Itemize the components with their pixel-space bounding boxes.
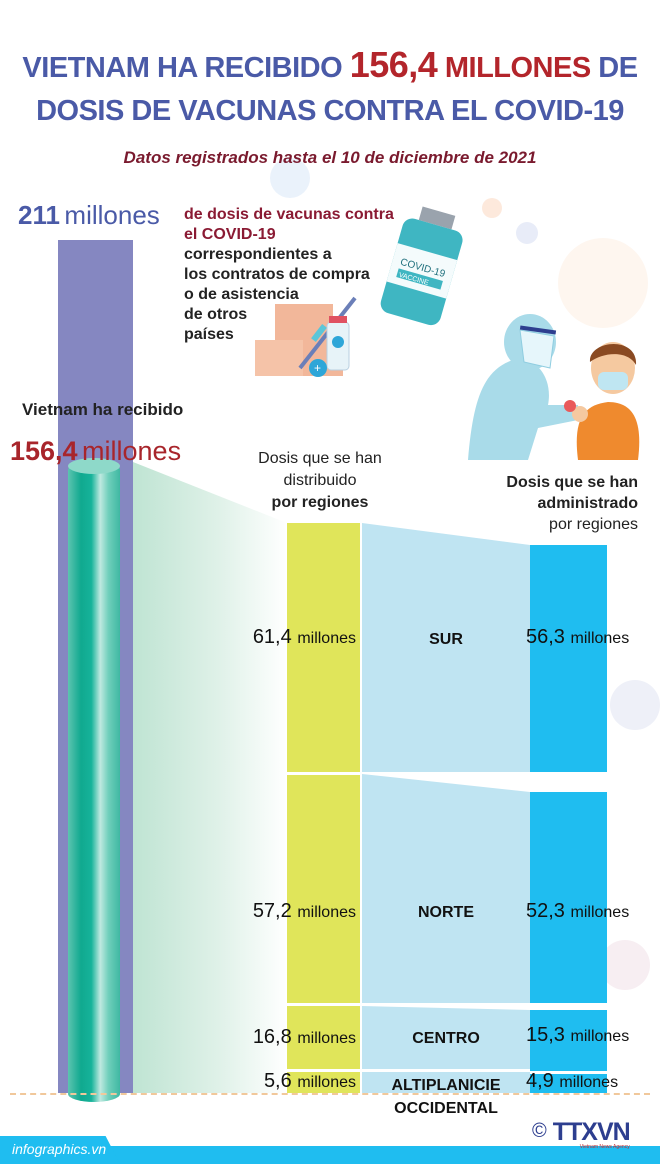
region-label-centro: CENTRO [412, 1030, 480, 1047]
value-unit: millones [570, 630, 630, 647]
description-line: de otros [184, 306, 248, 323]
administered-value-altiplanicie: 4,9 millones [526, 1070, 618, 1093]
administered-header: Dosis que se han administrado por region… [470, 472, 638, 535]
administered-value-centro: 15,3 millones [526, 1024, 629, 1047]
distributed-header-line2: distribuido [283, 472, 357, 489]
distributed-value-sur: 61,4 millones [253, 626, 356, 649]
decorative-dot [600, 940, 650, 990]
boxes-syringe-vial-illustration: + [255, 296, 357, 377]
value-number: 52,3 [526, 900, 565, 922]
received-to-distributed-funnel [133, 462, 287, 1093]
total-unit: millones [64, 200, 160, 230]
footer-band [0, 1146, 660, 1164]
description-line: los contratos de compra [184, 266, 370, 283]
received-number: 156,4 [10, 436, 78, 466]
received-unit: millones [82, 436, 182, 466]
decorative-dot [610, 680, 660, 730]
administered-header-line1: Dosis que se han [506, 474, 638, 491]
region-label-norte: NORTE [418, 904, 474, 921]
region-label-line2: OCCIDENTAL [394, 1100, 498, 1117]
description-line: países [184, 326, 234, 343]
value-number: 57,2 [252, 900, 292, 922]
distributed-value-centro: 16,8 millones [253, 1026, 356, 1049]
received-label: Vietnam ha recibido [22, 400, 184, 419]
svg-text:+: + [314, 361, 321, 375]
administered-bar-sur [530, 545, 607, 772]
copyright-icon: © [532, 1120, 547, 1142]
value-number: 4,9 [526, 1070, 554, 1092]
administered-header-line3: por regiones [549, 516, 638, 533]
value-number: 61,4 [252, 626, 292, 648]
total-doses-label: 211 millones [18, 200, 160, 231]
distributed-header: Dosis que se han distribuido por regione… [245, 448, 395, 514]
decorative-dot [270, 158, 310, 198]
page-title-line2: DOSIS DE VACUNAS CONTRA EL COVID-19 [36, 95, 624, 127]
value-number: 16,8 [252, 1026, 292, 1048]
value-number: 15,3 [526, 1024, 565, 1046]
description-line: correspondientes a [184, 246, 332, 263]
distributed-bar-norte [287, 775, 360, 1003]
connector-sur [362, 523, 530, 772]
title-highlight-number: 156,4 [349, 44, 438, 85]
description-highlight: de dosis de vacunas contra el COVID-19 [184, 206, 394, 243]
title-suffix: DE [598, 52, 638, 84]
footer-site-link[interactable]: infographics.vn [12, 1141, 107, 1157]
distributed-header-line1: Dosis que se han [258, 450, 382, 467]
title-highlight-unit: MILLONES [444, 52, 591, 84]
subtitle: Datos registrados hasta el 10 de diciemb… [123, 148, 537, 167]
agency-name: Vietnam News Agency [579, 1144, 630, 1150]
received-value: 156,4 millones [10, 436, 181, 467]
value-unit: millones [297, 630, 356, 647]
administered-value-sur: 56,3 millones [526, 626, 629, 649]
distributed-header-line3: por regiones [271, 494, 369, 511]
received-cylinder-top [68, 458, 120, 474]
title-prefix: VIETNAM HA RECIBIDO [22, 52, 343, 84]
value-unit: millones [297, 1074, 356, 1091]
total-description: de dosis de vacunas contra el COVID-19 c… [184, 205, 404, 345]
decorative-dot [516, 222, 538, 244]
administered-bar-norte [530, 792, 607, 1003]
region-label-line1: ALTIPLANICIE [391, 1077, 501, 1094]
value-number: 56,3 [526, 626, 565, 648]
health-worker-vaccinating-illustration [468, 314, 640, 460]
received-cylinder-bar [68, 462, 120, 1102]
administered-bar-altiplanicie [530, 1074, 607, 1093]
value-unit: millones [570, 904, 630, 921]
value-unit: millones [297, 1030, 356, 1047]
connector-norte [362, 774, 530, 1003]
administered-bar-centro [530, 1010, 607, 1071]
total-number: 211 [18, 200, 60, 230]
ttxvn-logo: © TTXVN Vietnam News Agency [532, 1118, 631, 1151]
value-unit: millones [559, 1074, 619, 1091]
decorative-dot [558, 238, 648, 328]
region-label-sur: SUR [429, 631, 463, 648]
chart-baseline [10, 1093, 650, 1095]
region-label-altiplanicie: ALTIPLANICIE OCCIDENTAL [362, 1074, 530, 1120]
distributed-value-altiplanicie: 5,6 millones [264, 1070, 356, 1093]
administered-value-norte: 52,3 millones [526, 900, 629, 923]
connector-centro [362, 1006, 530, 1069]
distributed-bar-sur [287, 523, 360, 772]
value-unit: millones [297, 904, 356, 921]
connector-altiplanicie [362, 1072, 530, 1093]
distributed-bar-centro [287, 1006, 360, 1069]
administered-header-line2: administrado [537, 495, 638, 512]
value-number: 5,6 [263, 1070, 292, 1092]
distributed-value-norte: 57,2 millones [253, 900, 356, 923]
description-line: o de asistencia [184, 286, 299, 303]
brand-name: TTXVN [552, 1118, 631, 1146]
value-unit: millones [570, 1028, 630, 1045]
vaccine-vial-illustration: COVID-19 VACCINE [380, 206, 463, 326]
decorative-dot [482, 198, 502, 218]
distributed-bar-altiplanicie [287, 1072, 360, 1093]
page-title-line1: VIETNAM HA RECIBIDO 156,4 MILLONES DE [0, 44, 660, 86]
footer-tab [0, 1136, 120, 1164]
